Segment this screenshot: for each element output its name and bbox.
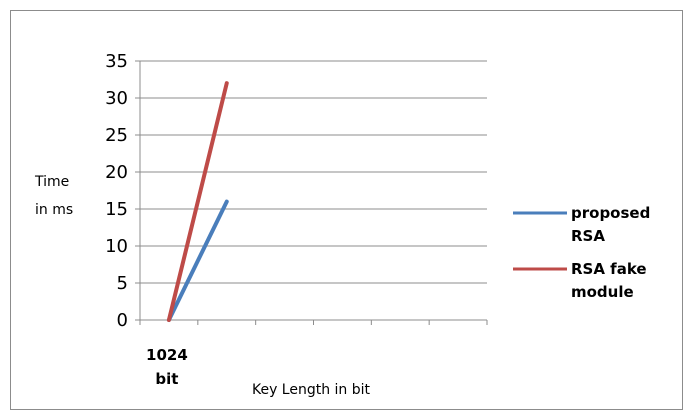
y-tick-label: 20 [105,162,128,183]
y-tick-label: 0 [117,310,128,331]
y-tick-label: 5 [117,273,128,294]
y-tick-label: 15 [105,199,128,220]
y-tick-label: 35 [105,51,128,72]
y-axis-title: Time [34,174,69,190]
x-category-label: 1024 [146,346,188,364]
series-line [166,81,229,322]
y-tick-label: 10 [105,236,128,257]
x-category-label: bit [155,370,178,388]
legend-label: module [571,283,634,301]
legend-label: RSA fake [571,260,647,278]
y-tick-label: 25 [105,125,128,146]
legend-label: RSA [571,227,605,245]
y-tick-label: 30 [105,88,128,109]
chart-frame [10,10,683,410]
series-line [166,199,229,322]
legend-label: proposed [571,204,650,222]
y-axis-title: in ms [35,202,73,218]
x-axis-title: Key Length in bit [252,382,371,398]
